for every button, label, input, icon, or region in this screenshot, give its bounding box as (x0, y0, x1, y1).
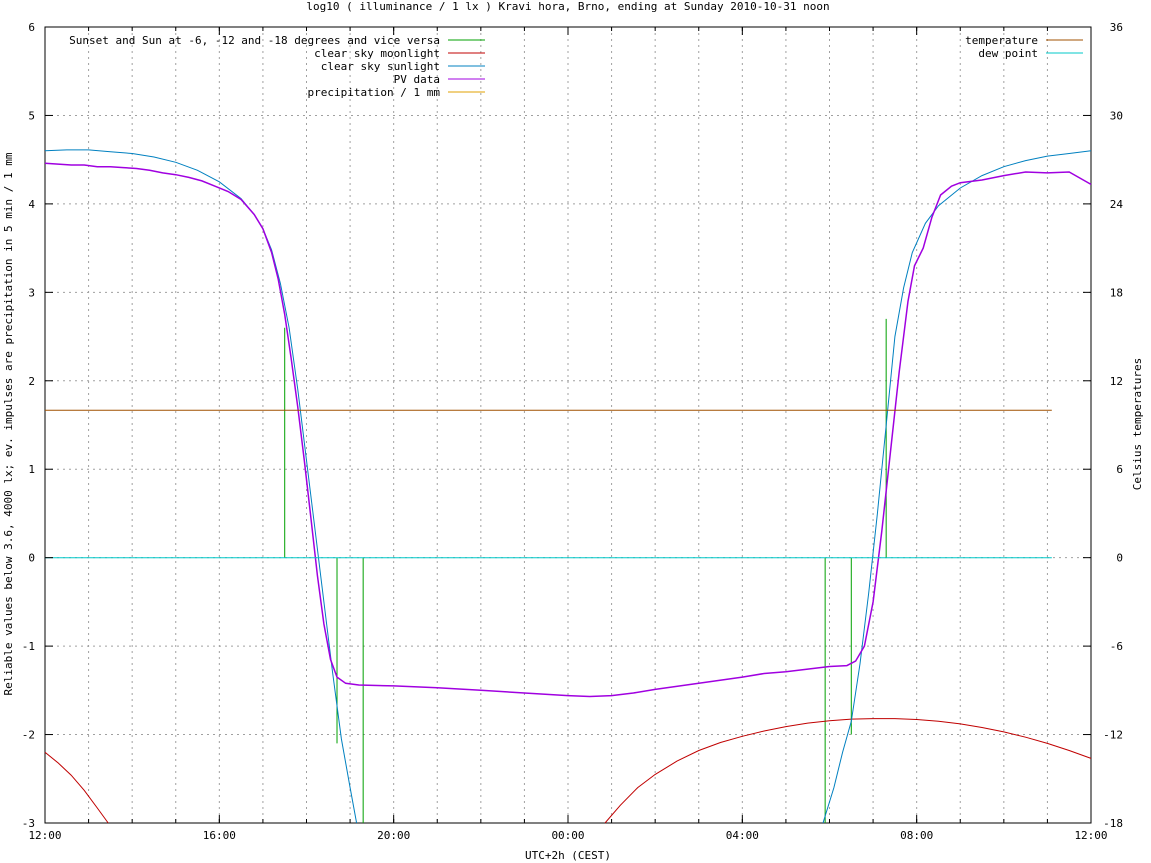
series-group (44, 149, 1092, 824)
legend-left-label: Sunset and Sun at -6, -12 and -18 degree… (69, 34, 440, 47)
y-tick-label: 3 (28, 286, 35, 299)
y2-tick-label: 24 (1110, 198, 1124, 211)
x-tick-label: 08:00 (900, 829, 933, 842)
y-tick-label: 6 (28, 21, 35, 34)
y-tick-label: 1 (28, 463, 35, 476)
legend-left-label: clear sky moonlight (314, 47, 440, 60)
x-tick-label: 12:00 (1074, 829, 1107, 842)
x-tick-label: 20:00 (377, 829, 410, 842)
y-axis-label: Reliable values below 3.6, 4000 lx; ev. … (2, 152, 15, 695)
y-tick-label: 5 (28, 109, 35, 122)
y2-tick-label: 12 (1110, 375, 1123, 388)
y2-tick-label: 30 (1110, 109, 1123, 122)
grid (45, 27, 1091, 823)
legend-left-label: PV data (394, 73, 440, 86)
series-line-clear-sky-moonlight-2 (604, 718, 1092, 824)
legend-left-label: precipitation / 1 mm (308, 86, 441, 99)
y2-tick-label: 0 (1116, 552, 1123, 565)
y2-tick-label: 36 (1110, 21, 1123, 34)
x-tick-label: 04:00 (726, 829, 759, 842)
series-line-clear-sky-sunlight-2 (822, 150, 1092, 824)
series-line-clear-sky-moonlight (44, 751, 109, 824)
y2-tick-label: 18 (1110, 286, 1123, 299)
y2-tick-label: -6 (1110, 640, 1123, 653)
y-tick-label: 0 (28, 552, 35, 565)
y2-axis-label: Celsius temperatures (1131, 358, 1144, 490)
legend-right-label: dew point (978, 47, 1038, 60)
chart-title: log10 ( illuminance / 1 lx ) Kravi hora,… (306, 0, 829, 13)
x-axis-label: UTC+2h (CEST) (525, 849, 611, 862)
y-tick-label: 4 (28, 198, 35, 211)
axes: 12:00 16:00 20:00 00:00 04:00 08:00 12:00-3-2-… (22, 21, 1124, 842)
y-tick-label: -2 (22, 729, 35, 742)
legend-right-label: temperature (965, 34, 1038, 47)
y2-tick-label: -12 (1103, 729, 1123, 742)
series-line-clear-sky-sunlight (44, 149, 358, 824)
x-tick-label: 12:00 (28, 829, 61, 842)
series-line-pv-data (44, 162, 1092, 698)
x-tick-label: 16:00 (203, 829, 236, 842)
y-tick-label: -1 (22, 640, 35, 653)
legend: Sunset and Sun at -6, -12 and -18 degree… (69, 34, 1083, 99)
y2-tick-label: -18 (1103, 817, 1123, 830)
legend-left-label: clear sky sunlight (321, 60, 440, 73)
y-tick-label: 2 (28, 375, 35, 388)
x-tick-label: 00:00 (551, 829, 584, 842)
y2-tick-label: 6 (1116, 463, 1123, 476)
y-tick-label: -3 (22, 817, 35, 830)
